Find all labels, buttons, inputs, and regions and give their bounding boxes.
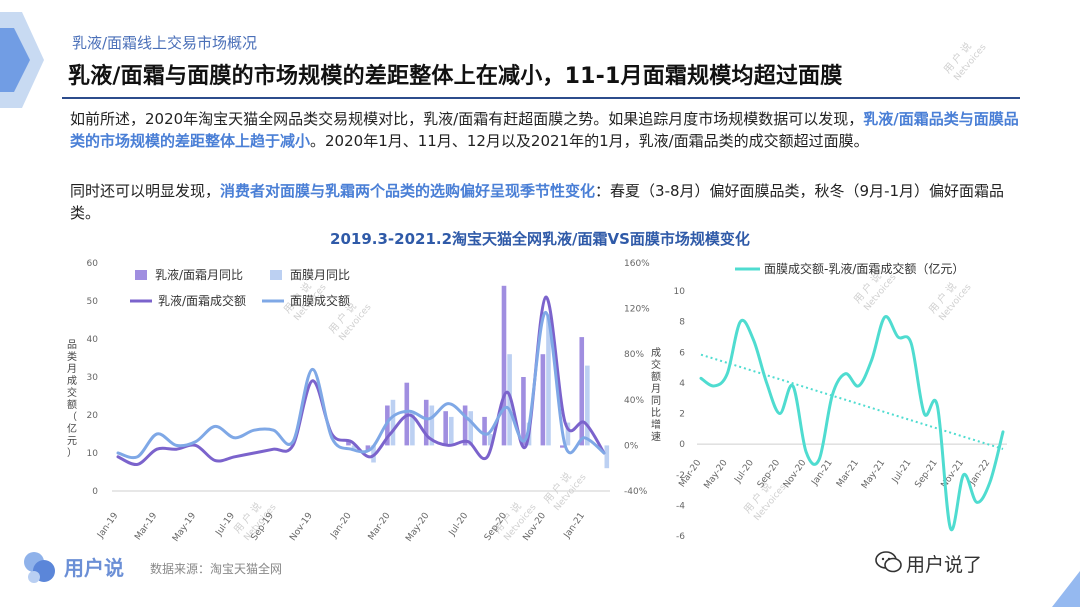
bar-cream-yoy [423,399,429,446]
paragraph-text: ：春夏（3-8月）偏好面膜品类，秋冬（9月-1月）偏好面霜品类。 [70,182,1005,222]
wechat-account: 用户说了 [906,554,983,576]
page-title: 乳液/面霜与面膜的市场规模的差距整体上在减小，11-1月面霜规模均超过面膜 [68,64,843,89]
legend-swatch [270,270,282,280]
x-tick-label: Jul-21 [890,458,913,485]
y-tick-label: 10 [87,449,99,459]
bar-mask-yoy [546,314,551,446]
x-tick-label: Jan-21 [562,511,587,541]
y-tick-label: 30 [87,373,99,383]
y2-tick-label: 0% [624,441,639,451]
x-tick-label: May-21 [860,458,887,491]
chart-title: 2019.3-2021.2淘宝天猫全网乳液/面霜VS面膜市场规模变化 [330,230,750,248]
bar-cream-yoy [579,337,585,446]
legend-label: 乳液/面霜成交额 [158,293,246,308]
y-tick-label: 6 [679,348,685,358]
x-tick-label: May-20 [404,511,431,544]
y-tick-label: 50 [87,297,99,307]
bar-mask-yoy [585,365,590,446]
paragraph-highlight: 消费者对面膜与乳霜两个品类的选购偏好呈现季节性变化 [220,182,596,200]
bar-cream-yoy [501,285,507,446]
paragraph-text: 。2020年1月、11月、12月以及2021年的1月，乳液/面霜品类的成交额超过… [310,132,869,150]
y2-tick-label: 40% [624,396,644,406]
legend-swatch [135,270,147,280]
bar-mask-yoy [468,411,474,446]
bar-mask-yoy [604,445,610,469]
x-tick-label: Sep-21 [913,458,939,490]
x-tick-label: Nov-19 [288,511,315,543]
x-tick-label: Jan-20 [329,511,354,541]
bar-cream-yoy [462,405,468,446]
y-tick-label: 60 [87,259,99,269]
bar-cream-yoy [385,405,390,446]
data-source: 数据来源：淘宝天猫全网 [150,562,283,576]
y2-tick-label: 120% [624,305,650,315]
title-divider [62,97,1020,99]
paragraph-2: 同时还可以明显发现，消费者对面膜与乳霜两个品类的选购偏好呈现季节性变化：春夏（3… [70,180,1020,224]
y-tick-label: 4 [679,379,685,389]
bar-cream-yoy [540,354,546,446]
section-label: 乳液/面霜线上交易市场概况 [72,34,258,52]
y-tick-label: -4 [676,501,685,511]
paragraph-text: 同时还可以明显发现， [70,182,221,200]
bar-mask-yoy [351,445,357,449]
y-tick-label: 0 [92,487,98,497]
bar-mask-yoy [565,422,571,446]
bar-cream-yoy [482,416,487,446]
paragraph-1: 如前所述，2020年淘宝天猫全网品类交易规模对比，乳液/面霜有赶超面膜之势。如果… [70,108,1020,152]
y2-axis-title: 成交额月同比增速 [651,347,661,443]
series-line-mask-sales [116,310,606,460]
y-tick-label: 20 [87,411,99,421]
y2-tick-label: 80% [624,350,644,360]
legend-label: 面膜月同比 [290,268,350,282]
y-tick-label: 40 [87,335,99,345]
y2-tick-label: -40% [624,487,648,497]
paragraph-text: 如前所述，2020年淘宝天猫全网品类交易规模对比，乳液/面霜有赶超面膜之势。如果… [70,110,864,128]
bar-mask-yoy [487,434,493,446]
y-axis-title: 品类月成交额（亿元） [67,339,77,459]
series-line-diff [699,315,1005,532]
y-tick-label: -6 [676,532,685,542]
x-tick-label: May-19 [171,511,198,544]
bar-mask-yoy [448,416,454,446]
bar-cream-yoy [521,377,526,446]
bar-cream-yoy [443,411,448,446]
bar-cream-yoy [365,445,371,452]
x-tick-label: Mar-19 [133,511,159,542]
x-tick-label: Jul-20 [733,458,757,486]
y-tick-label: 2 [679,410,685,420]
logo-icon [24,552,55,583]
trendline [700,353,1004,450]
x-tick-label: Jan-19 [95,511,120,541]
paragraph-highlight: 乳液/面霜品类与面膜品类的市场规模的差距整体上趋于减小 [70,110,1019,150]
bar-mask-yoy [429,405,435,446]
bar-mask-yoy [390,399,396,446]
x-tick-label: May-20 [703,458,730,491]
x-tick-label: Mar-21 [835,458,861,489]
x-tick-label: Mar-20 [367,511,393,542]
x-tick-label: Jul-20 [447,511,471,539]
y-tick-label: 0 [679,440,685,450]
legend-label: 面膜成交额 [290,293,350,308]
brand-logo-text: 用户说 [64,556,124,580]
y-tick-label: 8 [679,318,685,328]
x-tick-label: Jul-19 [214,511,238,539]
y-tick-label: 10 [674,287,686,297]
bar-mask-yoy [410,411,415,446]
corner-decoration [0,12,44,108]
bar-cream-yoy [346,439,351,446]
legend-label: 面膜成交额-乳液/面霜成交额（亿元） [764,261,964,276]
y2-tick-label: 160% [624,259,650,269]
y-tick-label: -2 [676,471,685,481]
legend-label: 乳液/面霜月同比 [155,267,243,282]
bar-cream-yoy [560,445,565,448]
x-tick-label: Nov-20 [782,458,809,490]
wechat-icon [875,551,902,573]
corner-decoration [1052,571,1080,607]
